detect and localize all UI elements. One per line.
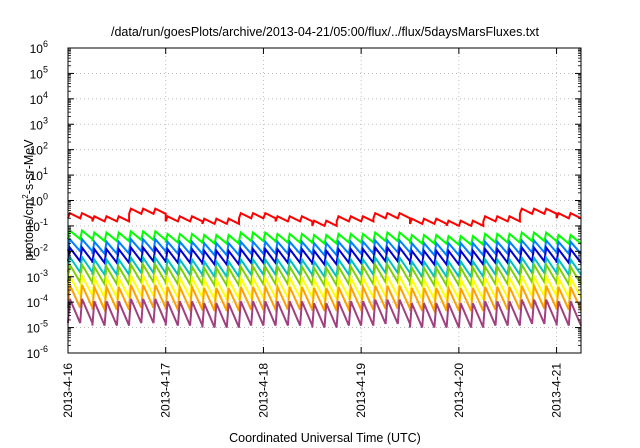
y-tick-label: 10-5 [27, 319, 48, 336]
series-line [67, 236, 582, 259]
y-tick-base: 10 [27, 296, 41, 310]
y-tick-base: 10 [27, 322, 41, 336]
y-tick-base: 10 [30, 42, 44, 56]
y-tick-exponent: 0 [43, 192, 48, 202]
x-axis-label: Coordinated Universal Time (UTC) [229, 431, 421, 445]
y-tick-exponent: -2 [40, 242, 48, 252]
y-tick-base: 10 [30, 195, 44, 209]
y-tick-label: 10-2 [27, 242, 48, 259]
axes-ticks [67, 47, 581, 354]
y-tick-label: 103 [30, 115, 48, 132]
x-tick-label: 2013-4-18 [256, 363, 270, 418]
y-tick-label: 101 [30, 166, 48, 183]
y-tick-exponent: 4 [43, 90, 48, 100]
y-tick-exponent: 5 [43, 64, 48, 74]
y-tick-base: 10 [30, 144, 44, 158]
y-tick-exponent: -5 [40, 319, 48, 329]
y-tick-base: 10 [27, 245, 41, 259]
x-tick-label: 2013-4-19 [354, 363, 368, 418]
x-tick-labels: 2013-4-16 2013-4-17 2013-4-18 2013-4-19 2013… [61, 363, 564, 418]
y-tick-base: 10 [30, 118, 44, 132]
y-tick-label: 105 [30, 64, 48, 81]
y-tick-label: 10-4 [27, 293, 48, 310]
y-tick-labels: 10-610-510-410-310-210-11001011021031041… [27, 39, 48, 361]
y-tick-base: 10 [30, 67, 44, 81]
y-tick-label: 10-6 [27, 344, 48, 361]
y-tick-label: 106 [30, 39, 48, 56]
series-line [67, 261, 582, 290]
series-line [67, 228, 582, 247]
x-tick-label: 2013-4-20 [452, 363, 466, 418]
y-tick-base: 10 [27, 347, 41, 361]
x-tick-label: 2013-4-17 [159, 363, 173, 418]
y-tick-exponent: 6 [43, 39, 48, 49]
series-line [67, 298, 582, 328]
x-tick-label: 2013-4-21 [550, 363, 564, 418]
x-tick-label: 2013-4-16 [61, 363, 75, 418]
y-tick-base: 10 [30, 169, 44, 183]
y-tick-exponent: -1 [40, 217, 48, 227]
y-tick-exponent: 3 [43, 115, 48, 125]
series-line [67, 281, 582, 315]
y-tick-exponent: 1 [43, 166, 48, 176]
y-tick-label: 102 [30, 141, 48, 158]
y-tick-base: 10 [27, 220, 41, 234]
y-tick-label: 104 [30, 90, 48, 107]
y-axis-label-rest: -s-sr-MeV [22, 139, 36, 195]
chart-title: /data/run/goesPlots/archive/2013-04-21/0… [111, 25, 540, 39]
series-line [67, 245, 582, 268]
y-tick-base: 10 [30, 93, 44, 107]
y-axis-label-sup: 2 [21, 194, 30, 199]
y-tick-base: 10 [27, 271, 41, 285]
y-tick-exponent: -4 [40, 293, 48, 303]
y-tick-exponent: -6 [40, 344, 48, 354]
y-tick-exponent: 2 [43, 141, 48, 151]
series-lines [67, 207, 582, 328]
y-tick-exponent: -3 [40, 268, 48, 278]
y-axis-label: protons/cm2-s-sr-MeV [21, 139, 36, 261]
y-tick-label: 100 [30, 192, 48, 209]
y-tick-label: 10-3 [27, 268, 48, 285]
y-tick-label: 10-1 [27, 217, 48, 234]
series-line [67, 207, 582, 228]
y-axis-label-main: protons/cm [22, 199, 36, 261]
